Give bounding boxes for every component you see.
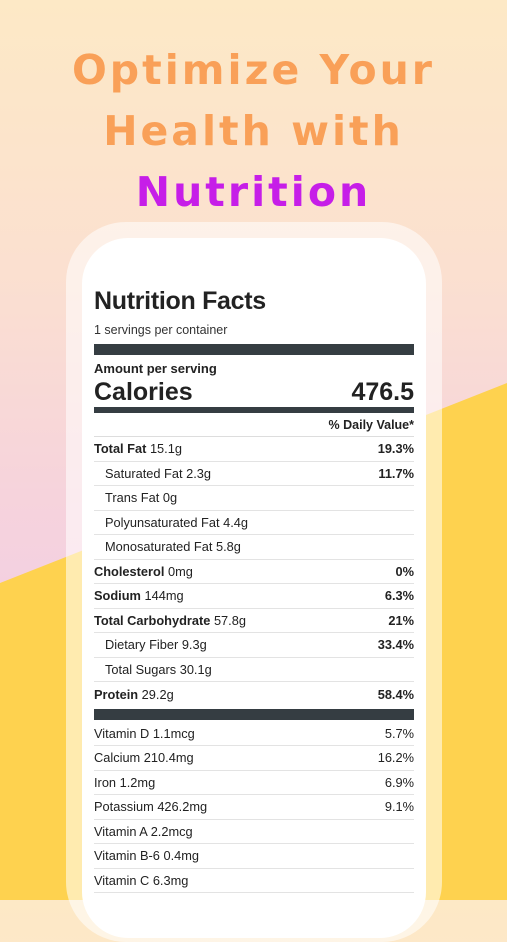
nutrient-name: Polyunsaturated Fat (105, 514, 220, 530)
vitamin-row: Calcium 210.4mg 16.2% (94, 746, 414, 771)
nutrient-amount: 57.8g (213, 612, 246, 628)
nutrient-name: Saturated Fat (105, 465, 183, 481)
vitamin-amount: 2.2mcg (150, 823, 193, 839)
calories-row: Calories 476.5 (94, 377, 414, 407)
vitamin-pct: 5.7% (384, 725, 414, 741)
nutrient-row: Saturated Fat 2.3g 11.7% (94, 462, 414, 486)
headline-line-1: Optimize Your (71, 46, 436, 94)
nutrition-facts-title: Nutrition Facts (94, 287, 266, 315)
nutrient-row: Cholesterol 0mg 0% (94, 560, 415, 584)
nutrient-amount: 30.1g (179, 661, 212, 677)
nutrient-amount: 29.2g (141, 686, 174, 702)
nutrient-row: Monosaturated Fat 5.8g (94, 535, 414, 560)
vitamin-pct: 6.9% (384, 774, 414, 790)
headline-line-2: Health with (103, 107, 404, 155)
vitamin-amount: 1.2mg (119, 774, 156, 790)
phone-screen: Nutrition Facts 1 servings per container… (82, 238, 426, 938)
nutrient-row: Total Sugars 30.1g (94, 658, 414, 682)
vitamin-name: Iron (94, 774, 117, 790)
vitamin-name: Vitamin D (94, 725, 150, 741)
nutrient-name: Monosaturated Fat (105, 539, 213, 555)
nutrient-row: Trans Fat 0g (94, 486, 414, 511)
headline-line-3: Nutrition (135, 168, 372, 216)
nutrient-row: Sodium 144mg 6.3% (94, 584, 414, 609)
vitamin-pct: 9.1% (384, 799, 414, 815)
nutrient-amount: 0mg (167, 563, 193, 579)
nutrient-amount: 4.4g (223, 514, 249, 530)
vitamin-name: Potassium (94, 799, 154, 815)
divider-thick (94, 708, 414, 720)
nutrient-row: Total Fat 15.1g 19.3% (94, 437, 414, 462)
daily-value-header: % Daily Value* (94, 413, 414, 437)
nutrient-name: Cholesterol (94, 563, 165, 579)
nutrient-row: Dietary Fiber 9.3g 33.4% (94, 633, 414, 658)
nutrient-name: Sodium (94, 588, 141, 604)
vitamin-name: Vitamin C (94, 872, 150, 888)
nutrient-row: Protein 29.2g 58.4% (94, 682, 414, 707)
nutrient-pct: 0% (395, 563, 415, 579)
vitamin-row: Vitamin B-6 0.4mg (94, 844, 414, 869)
vitamin-row: Vitamin C 6.3mg (94, 869, 414, 893)
nutrient-amount: 9.3g (181, 637, 207, 653)
nutrient-pct: 58.4% (377, 686, 414, 702)
calories-label: Calories (94, 378, 193, 406)
nutrient-name: Protein (94, 686, 139, 702)
vitamin-amount: 0.4mg (163, 848, 200, 864)
vitamin-name: Vitamin B-6 (94, 848, 160, 864)
servings-per-container: 1 servings per container (94, 323, 228, 337)
nutrient-amount: 144mg (144, 588, 184, 604)
nutrient-pct: 6.3% (384, 588, 414, 604)
vitamin-amount: 210.4mg (143, 750, 194, 766)
nutrition-facts-label: Nutrition Facts 1 servings per container… (94, 286, 414, 893)
vitamin-name: Calcium (94, 750, 141, 766)
vitamin-pct: 16.2% (377, 750, 414, 766)
vitamin-row: Potassium 426.2mg 9.1% (94, 795, 414, 820)
nutrient-amount: 0g (162, 490, 178, 506)
nutrient-name: Total Sugars (105, 661, 177, 677)
vitamin-amount: 6.3mg (152, 872, 189, 888)
divider-medium (94, 407, 414, 413)
promo-headline: Optimize Your Health with Nutrition (0, 40, 507, 223)
vitamin-amount: 1.1mcg (152, 725, 195, 741)
nutrient-amount: 15.1g (149, 441, 182, 457)
calories-value: 476.5 (351, 378, 414, 406)
vitamin-amount: 426.2mg (157, 799, 208, 815)
nutrient-name: Dietary Fiber (105, 637, 179, 653)
vitamin-row: Vitamin D 1.1mcg 5.7% (94, 722, 414, 746)
nutrient-pct: 33.4% (377, 637, 414, 653)
vitamin-row: Iron 1.2mg 6.9% (94, 771, 414, 795)
vitamin-row: Vitamin A 2.2mcg (94, 820, 414, 844)
vitamin-name: Vitamin A (94, 823, 148, 839)
nutrient-amount: 2.3g (186, 465, 212, 481)
nutrient-name: Total Fat (94, 441, 147, 457)
nutrient-pct: 19.3% (377, 441, 414, 457)
nutrient-row: Polyunsaturated Fat 4.4g (94, 511, 414, 535)
amount-per-serving: Amount per serving (94, 361, 217, 376)
nutrient-name: Total Carbohydrate (94, 612, 211, 628)
nutrient-row: Total Carbohydrate 57.8g 21% (94, 609, 414, 633)
divider-thick (94, 344, 414, 355)
nutrient-pct: 21% (388, 612, 414, 628)
nutrient-pct: 11.7% (378, 465, 414, 481)
nutrient-name: Trans Fat (105, 490, 160, 506)
nutrient-amount: 5.8g (215, 539, 241, 555)
